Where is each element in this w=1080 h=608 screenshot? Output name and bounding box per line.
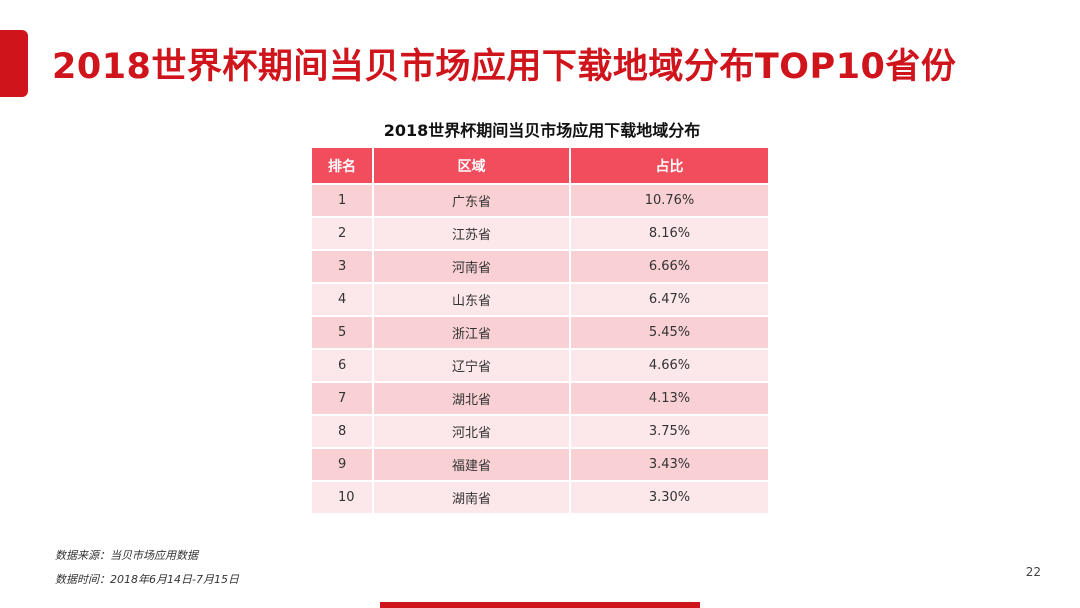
region-cell: 湖南省 bbox=[373, 480, 571, 513]
table-row: 6 辽宁省 4.66% bbox=[312, 348, 768, 382]
rank-cell: 8 bbox=[312, 414, 374, 448]
table-row: 5 浙江省 5.45% bbox=[312, 315, 768, 349]
region-cell: 福建省 bbox=[373, 447, 571, 481]
column-header-region: 区域 bbox=[373, 148, 571, 184]
table-row: 2 江苏省 8.16% bbox=[312, 216, 768, 250]
ranking-table-container: 排名 区域 占比 1 广东省 10.76% 2 江苏省 8.16% 3 河南省 … bbox=[312, 148, 768, 513]
column-header-rank: 排名 bbox=[312, 148, 374, 184]
share-cell: 5.45% bbox=[570, 315, 768, 349]
rank-cell: 6 bbox=[312, 348, 374, 382]
page-title: 2018世界杯期间当贝市场应用下载地域分布TOP10省份 bbox=[52, 47, 957, 87]
table-row: 3 河南省 6.66% bbox=[312, 249, 768, 283]
share-cell: 6.66% bbox=[570, 249, 768, 283]
data-source-note: 数据来源：当贝市场应用数据 bbox=[55, 549, 198, 562]
share-cell: 3.30% bbox=[570, 480, 768, 513]
share-cell: 4.66% bbox=[570, 348, 768, 382]
rank-cell: 7 bbox=[312, 381, 374, 415]
page-number: 22 bbox=[1025, 565, 1041, 579]
rank-cell: 10 bbox=[312, 480, 374, 513]
table-header-row: 排名 区域 占比 bbox=[312, 148, 768, 184]
region-cell: 河北省 bbox=[373, 414, 571, 448]
left-accent-bar bbox=[0, 30, 28, 97]
rank-cell: 2 bbox=[312, 216, 374, 250]
region-cell: 山东省 bbox=[373, 282, 571, 316]
table-caption: 2018世界杯期间当贝市场应用下载地域分布 bbox=[383, 121, 701, 140]
ranking-table: 排名 区域 占比 1 广东省 10.76% 2 江苏省 8.16% 3 河南省 … bbox=[312, 148, 768, 513]
share-cell: 3.43% bbox=[570, 447, 768, 481]
share-cell: 4.13% bbox=[570, 381, 768, 415]
rank-cell: 5 bbox=[312, 315, 374, 349]
region-cell: 广东省 bbox=[373, 183, 571, 217]
column-header-share: 占比 bbox=[570, 148, 768, 184]
rank-cell: 9 bbox=[312, 447, 374, 481]
table-row: 9 福建省 3.43% bbox=[312, 447, 768, 481]
rank-cell: 1 bbox=[312, 183, 374, 217]
table-row: 10 湖南省 3.30% bbox=[312, 480, 768, 513]
table-row: 1 广东省 10.76% bbox=[312, 183, 768, 217]
table-row: 8 河北省 3.75% bbox=[312, 414, 768, 448]
table-row: 7 湖北省 4.13% bbox=[312, 381, 768, 415]
region-cell: 河南省 bbox=[373, 249, 571, 283]
share-cell: 6.47% bbox=[570, 282, 768, 316]
rank-cell: 3 bbox=[312, 249, 374, 283]
share-cell: 3.75% bbox=[570, 414, 768, 448]
share-cell: 10.76% bbox=[570, 183, 768, 217]
rank-cell: 4 bbox=[312, 282, 374, 316]
region-cell: 辽宁省 bbox=[373, 348, 571, 382]
share-cell: 8.16% bbox=[570, 216, 768, 250]
region-cell: 浙江省 bbox=[373, 315, 571, 349]
bottom-accent-bar bbox=[380, 602, 700, 608]
table-row: 4 山东省 6.47% bbox=[312, 282, 768, 316]
region-cell: 江苏省 bbox=[373, 216, 571, 250]
data-period-note: 数据时间：2018年6月14日-7月15日 bbox=[55, 573, 239, 586]
region-cell: 湖北省 bbox=[373, 381, 571, 415]
